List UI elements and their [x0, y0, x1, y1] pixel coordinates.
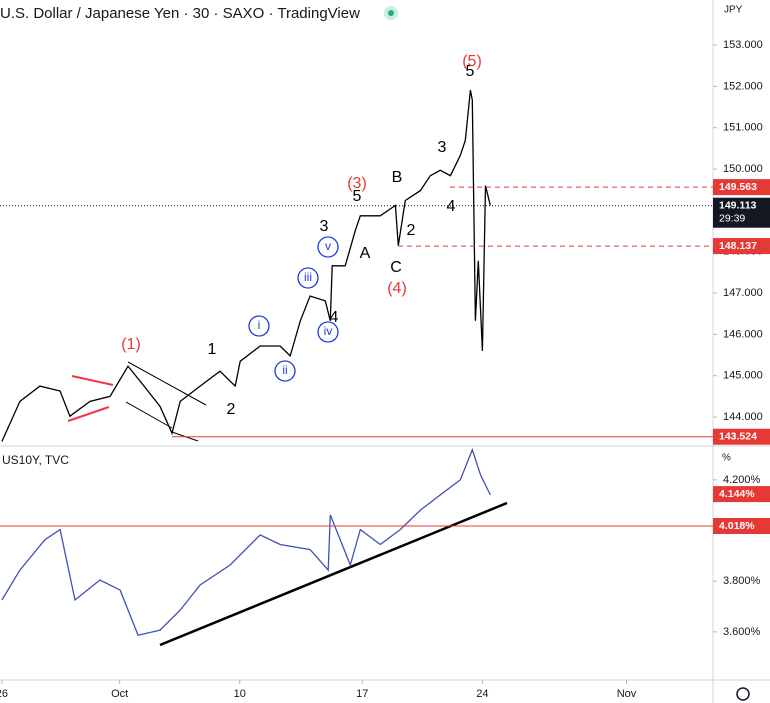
wave-label: i [258, 318, 261, 332]
wave-label: (3) [347, 175, 367, 192]
gear[interactable] [736, 687, 750, 701]
x-tick-label: Nov [617, 688, 637, 700]
y-tick-label: 150.000 [723, 163, 763, 175]
last-price-label: 149.113 [719, 200, 757, 212]
wave-label: 5 [353, 188, 362, 205]
x-tick-label: 24 [476, 688, 488, 700]
level-tag-label: 149.563 [719, 181, 757, 193]
wave-label: (1) [121, 336, 141, 353]
trend-line [159, 501, 508, 647]
wave-label: A [360, 245, 371, 262]
wave-circle [317, 236, 339, 258]
y-axis-unit: JPY [724, 5, 743, 16]
channel-line [127, 361, 207, 406]
price-line [1, 447, 491, 636]
y-tick-label: 3.600% [723, 626, 761, 638]
wave-label: iv [324, 324, 333, 338]
y-tick-label: 151.000 [723, 122, 763, 134]
pane-title: US10Y, TVC [2, 453, 69, 467]
wave-label: B [392, 169, 403, 186]
wave-label: 2 [227, 401, 236, 418]
x-tick-label: Oct [111, 688, 128, 700]
y-tick-label: 144.000 [723, 411, 763, 423]
chart-title: U.S. Dollar / Japanese Yen · 30 · SAXO ·… [0, 5, 360, 22]
last-price-label: 4.144% [719, 488, 755, 500]
wave-label: 3 [438, 139, 447, 156]
wave-label: 5 [466, 63, 475, 80]
wave-label: 4 [447, 198, 456, 215]
level-tag [713, 179, 770, 196]
wave-circle [274, 360, 296, 382]
last-price-tag [713, 197, 770, 228]
settings-icon[interactable] [736, 687, 750, 701]
level-tag-label: 143.524 [719, 431, 757, 443]
y-tick-label: 147.000 [723, 287, 763, 299]
x-tick-label: 26 [0, 688, 8, 700]
level-tag [713, 518, 770, 535]
x-tick-label: 10 [234, 688, 246, 700]
price-line [1, 89, 491, 442]
wave-label: iii [304, 270, 312, 284]
status-dot-core [388, 10, 394, 16]
y-tick-label: 145.000 [723, 370, 763, 382]
wave-label: (5) [462, 53, 482, 70]
last-price-tag [713, 486, 770, 503]
level-tag [713, 428, 770, 445]
wave-label: 2 [407, 222, 416, 239]
y-tick-label: 153.000 [723, 39, 763, 51]
countdown-label: 29:39 [719, 213, 745, 225]
y-tick-label: 3.800% [723, 575, 761, 587]
wave-label: 1 [208, 341, 217, 358]
x-tick-label: 17 [356, 688, 368, 700]
wave-label: ii [282, 363, 287, 377]
wave-circle [248, 315, 270, 337]
wave-label: C [390, 259, 402, 276]
level-tag-label: 148.137 [719, 240, 757, 252]
level-tag-label: 4.018% [719, 520, 755, 532]
y-tick-label: 146.000 [723, 328, 763, 340]
wave-label: 4 [330, 309, 339, 326]
level-tag [713, 238, 770, 255]
wave-label: v [325, 239, 331, 253]
wave-label: (4) [387, 280, 407, 297]
wedge-line [71, 375, 114, 386]
y-axis-unit: % [722, 453, 731, 464]
wave-circle [297, 267, 319, 289]
y-tick-label: 152.000 [723, 80, 763, 92]
wave-label: 3 [320, 218, 329, 235]
wedge-line [67, 406, 110, 422]
channel-line [125, 401, 173, 429]
y-tick-label: 4.200% [723, 474, 761, 486]
wave-circle [317, 321, 339, 343]
